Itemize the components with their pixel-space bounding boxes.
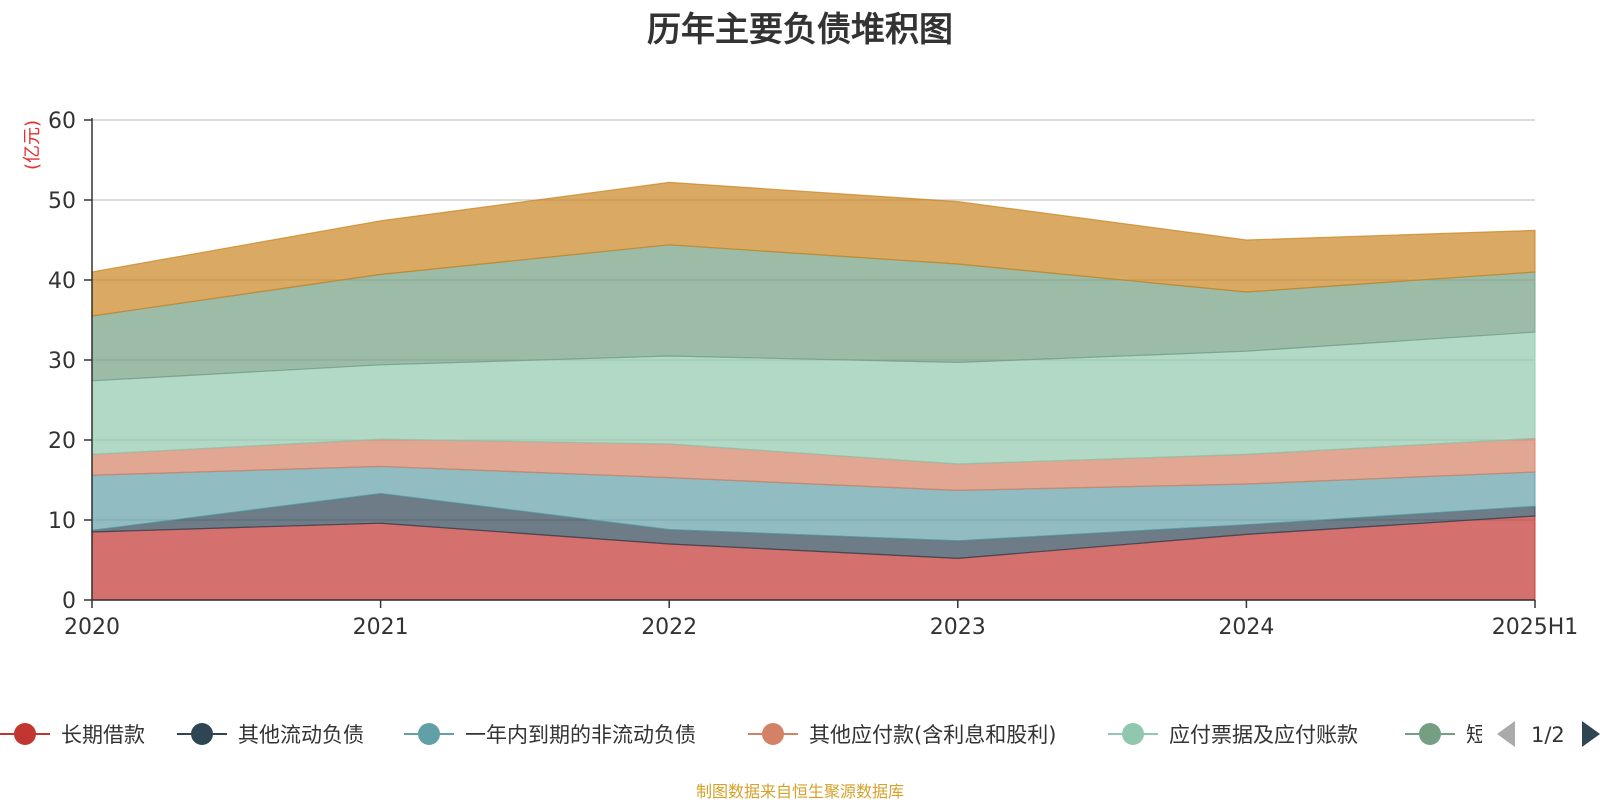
area-layer xyxy=(91,181,1536,601)
axis-layer: 0 10 20 30 40 50 60 2020 2021 2022 2023 2024 2025H1 (… xyxy=(22,109,1578,640)
chart-title: 历年主要负债堆积图 xyxy=(647,10,953,50)
y-tick-label: 60 xyxy=(48,109,76,134)
y-tick-label: 10 xyxy=(48,509,76,534)
legend-item-5[interactable]: 短 xyxy=(1466,723,1487,747)
legend-prev-icon[interactable] xyxy=(1497,721,1515,747)
y-tick-label: 0 xyxy=(62,589,76,614)
legend-items: 长期借款 其他流动负债 一年内到期的非流动负债 其他应付款(含利息和股利) 应付票据及应… xyxy=(0,723,1487,747)
legend-marker xyxy=(14,723,36,745)
y-axis-label: (亿元) xyxy=(22,120,43,170)
y-tick-label: 40 xyxy=(48,269,76,294)
x-tick-label: 2020 xyxy=(64,615,120,640)
legend-next-icon[interactable] xyxy=(1582,721,1600,747)
y-tick-label: 20 xyxy=(48,429,76,454)
legend-item-2[interactable]: 一年内到期的非流动负债 xyxy=(465,723,696,747)
area-series-6 xyxy=(91,181,1536,317)
x-tick-label: 2023 xyxy=(930,615,986,640)
x-tick-label: 2024 xyxy=(1218,615,1274,640)
legend-marker xyxy=(762,723,784,745)
legend-page-indicator: 1/2 xyxy=(1531,723,1565,747)
legend-item-3[interactable]: 其他应付款(含利息和股利) xyxy=(809,723,1056,747)
legend: 长期借款 其他流动负债 一年内到期的非流动负债 其他应付款(含利息和股利) 应付票据及应… xyxy=(0,721,1600,747)
source-note: 制图数据来自恒生聚源数据库 xyxy=(695,782,904,801)
y-tick-label: 30 xyxy=(48,349,76,374)
legend-item-0[interactable]: 长期借款 xyxy=(61,723,145,747)
legend-marker xyxy=(418,723,440,745)
x-tick-label: 2021 xyxy=(353,615,409,640)
x-tick-label: 2025H1 xyxy=(1492,615,1579,640)
legend-marker xyxy=(1122,723,1144,745)
y-tick-label: 50 xyxy=(48,189,76,214)
legend-item-4[interactable]: 应付票据及应付账款 xyxy=(1169,723,1358,747)
legend-item-1[interactable]: 其他流动负债 xyxy=(238,723,364,747)
legend-marker xyxy=(1419,723,1441,745)
legend-marker xyxy=(191,723,213,745)
x-tick-label: 2022 xyxy=(641,615,697,640)
